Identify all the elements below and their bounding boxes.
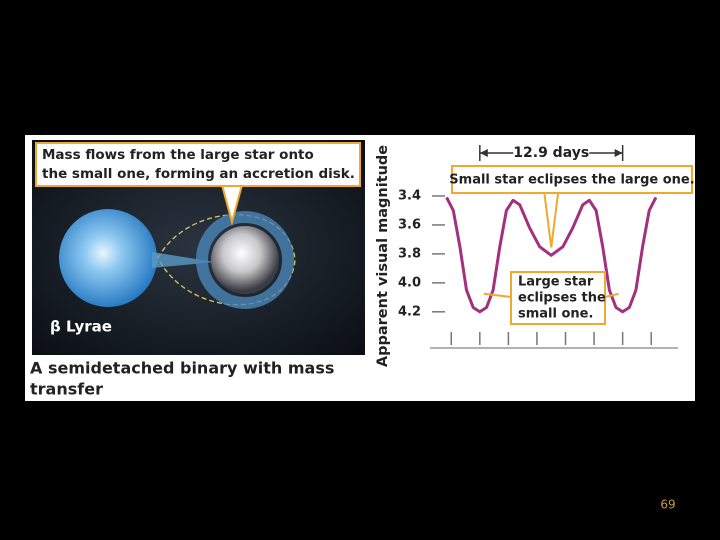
bracket-label-bg (513, 144, 590, 162)
y-tick-label: 3.4 (398, 188, 421, 203)
callout-pointer (221, 184, 243, 226)
y-axis-label: Apparent visual magnitude (375, 145, 391, 367)
annotation-text: Small star eclipses the large one. (449, 173, 694, 188)
annotation-pointer (543, 191, 560, 248)
page-number: 69 (660, 498, 675, 512)
caption: A semidetached binary with mass (30, 359, 334, 378)
period-label: 12.9 days (513, 145, 589, 161)
annotation-text: Large star (518, 275, 594, 290)
y-tick-label: 4.0 (398, 275, 421, 290)
large-star (59, 209, 157, 307)
annotation-text: small one. (518, 307, 593, 322)
small-star (211, 226, 279, 294)
annotation-pointer (604, 292, 619, 298)
y-tick-label: 4.2 (398, 304, 421, 319)
light-curve (445, 196, 658, 314)
star-label: β Lyrae (50, 318, 112, 336)
annotation-pointer (483, 292, 512, 298)
annotation-box (451, 165, 693, 194)
caption: transfer (30, 380, 103, 399)
callout-box (35, 142, 361, 187)
accretion-disk (196, 211, 294, 309)
y-tick-label: 3.8 (398, 246, 421, 261)
mass-stream (152, 252, 215, 268)
annotation-text: eclipses the (518, 291, 606, 306)
y-tick-label: 3.6 (398, 217, 421, 232)
annotation-box (510, 271, 606, 325)
callout-text: the small one, forming an accretion disk… (42, 166, 355, 182)
callout-text: Mass flows from the large star onto (42, 147, 314, 163)
